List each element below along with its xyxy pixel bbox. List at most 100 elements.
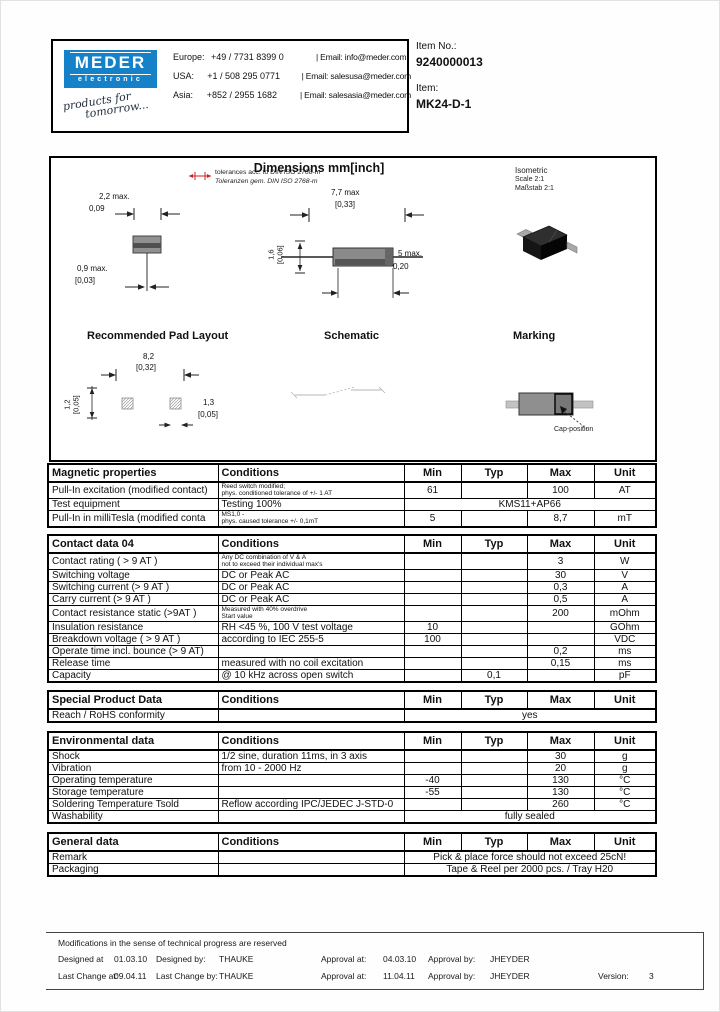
condition-line: Measured with 40% overdrive bbox=[221, 605, 308, 613]
contact-row-usa: USA: +1 / 508 295 0771 | Email: salesusa… bbox=[173, 71, 411, 90]
cell-conditions bbox=[217, 774, 405, 787]
pad-span-mm: 8,2 bbox=[143, 352, 155, 361]
cell-typ bbox=[460, 552, 528, 570]
dimension-drawing-linework bbox=[87, 208, 594, 430]
isometric-caption: Isometric Scale 2:1 Maßstab 2:1 bbox=[515, 166, 554, 194]
col-max: Max bbox=[526, 832, 595, 852]
cell-conditions bbox=[217, 708, 405, 723]
col-unit: Unit bbox=[593, 690, 657, 710]
environmental-data-table: Environmental data Conditions Min Typ Ma… bbox=[47, 731, 657, 824]
last-change-at-label: Last Change at: bbox=[58, 971, 119, 981]
approval-at2-label: Approval at: bbox=[321, 971, 367, 981]
table-row: Remark Pick & place force should not exc… bbox=[47, 850, 657, 864]
contact-data-table: Contact data 04 Conditions Min Typ Max U… bbox=[47, 534, 657, 683]
side-height-dim: 1,6 [0,06] bbox=[266, 238, 284, 272]
approval-at-value: 04.03.10 bbox=[383, 954, 417, 964]
cell-min: -55 bbox=[403, 786, 462, 799]
cell-conditions bbox=[217, 810, 405, 824]
contact-row-asia: Asia: +852 / 2955 1682 | Email: salesasi… bbox=[173, 90, 411, 109]
cell-property: Storage temperature bbox=[47, 786, 219, 799]
cell-max: 20 bbox=[526, 762, 595, 775]
marking-title: Marking bbox=[513, 330, 556, 342]
cell-property: Test equipment bbox=[47, 497, 219, 511]
logo-brand: MEDER bbox=[74, 53, 147, 72]
cell-conditions: Reflow according IPC/JEDEC J-STD-0 bbox=[217, 798, 405, 811]
cell-unit: °C bbox=[593, 774, 657, 787]
cell-typ bbox=[460, 604, 528, 622]
table-row: Insulation resistance RH <45 %, 100 V te… bbox=[47, 620, 657, 634]
cell-span-value: KMS11+AP66 bbox=[403, 497, 657, 511]
cell-property: Insulation resistance bbox=[47, 620, 219, 634]
pad-height-inch: [0,05] bbox=[71, 395, 80, 415]
cell-conditions: according to IEC 255-5 bbox=[217, 632, 405, 646]
approval-by2-label: Approval by: bbox=[428, 971, 476, 981]
cell-conditions: Reed switch modified; phys. conditioned t… bbox=[217, 481, 405, 499]
cell-property: Pull-In excitation (modified contact) bbox=[47, 481, 219, 499]
footer-top-rule bbox=[46, 932, 703, 933]
cell-max: 130 bbox=[526, 774, 595, 787]
cell-unit: g bbox=[593, 749, 657, 763]
cell-typ bbox=[460, 481, 528, 499]
pad-layout bbox=[87, 369, 199, 428]
col-typ: Typ bbox=[460, 832, 528, 852]
schematic-title: Schematic bbox=[324, 330, 380, 342]
front-height-inch: [0,03] bbox=[75, 276, 96, 285]
cell-conditions: RH <45 %, 100 V test voltage bbox=[217, 620, 405, 634]
table-row: Soldering Temperature Tsold Reflow accor… bbox=[47, 798, 657, 811]
col-min: Min bbox=[403, 463, 462, 483]
item-label: Item: bbox=[416, 83, 439, 94]
table-row: Packaging Tape & Reel per 2000 pcs. / Tr… bbox=[47, 863, 657, 877]
approval-by-value: JHEYDER bbox=[490, 954, 530, 964]
side-height-inch: [0,06] bbox=[275, 245, 284, 265]
col-conditions: Conditions bbox=[217, 534, 405, 554]
table-row: Switching current (> 9 AT ) DC or Peak A… bbox=[47, 580, 657, 594]
cell-span-value: Pick & place force should not exceed 25c… bbox=[403, 850, 657, 864]
cell-min: 5 bbox=[403, 509, 462, 528]
cell-unit: pF bbox=[593, 668, 657, 683]
col-min: Min bbox=[403, 690, 462, 710]
footer-bottom-rule bbox=[46, 989, 703, 990]
cell-typ bbox=[460, 786, 528, 799]
cell-property: Pull-In in milliTesla (modified conta bbox=[47, 509, 219, 528]
pad-width-inch: [0,05] bbox=[198, 410, 219, 419]
cell-span-value: fully sealed bbox=[403, 810, 657, 824]
cell-min bbox=[403, 644, 462, 658]
table-header-row: General data Conditions Min Typ Max Unit bbox=[47, 832, 657, 852]
table-header-row: Environmental data Conditions Min Typ Ma… bbox=[47, 731, 657, 751]
cell-max: 130 bbox=[526, 786, 595, 799]
cell-conditions: Measured with 40% overdrive Start value bbox=[217, 604, 405, 622]
col-typ: Typ bbox=[460, 463, 528, 483]
cell-conditions: DC or Peak AC bbox=[217, 568, 405, 582]
cell-conditions: DC or Peak AC bbox=[217, 592, 405, 606]
col-typ: Typ bbox=[460, 534, 528, 554]
cell-typ bbox=[460, 620, 528, 634]
cell-conditions bbox=[217, 850, 405, 864]
table-title: General data bbox=[47, 832, 219, 852]
front-width-inch: 0,09 bbox=[89, 204, 105, 213]
approval-by2-value: JHEYDER bbox=[490, 971, 530, 981]
cell-unit: °C bbox=[593, 798, 657, 811]
cell-conditions bbox=[217, 644, 405, 658]
cell-min bbox=[403, 604, 462, 622]
tolerance-note-de: Toleranzen gem. DIN ISO 2768-m bbox=[215, 178, 318, 185]
cell-conditions bbox=[217, 786, 405, 799]
side-length-mm: 7,7 max bbox=[331, 188, 360, 197]
last-change-by-value: THAUKE bbox=[219, 971, 254, 981]
cell-span-value: yes bbox=[403, 708, 657, 723]
tolerance-note-en: tolerances acc. to DIN ISO 2768-m bbox=[215, 169, 321, 176]
cell-max: 0,5 bbox=[526, 592, 595, 606]
table-title: Special Product Data bbox=[47, 690, 219, 710]
cell-max: 3 bbox=[526, 552, 595, 570]
col-max: Max bbox=[526, 463, 595, 483]
table-row: Capacity @ 10 kHz across open switch 0,1… bbox=[47, 668, 657, 683]
cell-unit: °C bbox=[593, 786, 657, 799]
region-label: USA: bbox=[173, 71, 195, 81]
isometric-label: Isometric bbox=[515, 166, 548, 175]
email-address: | Email: info@meder.com bbox=[316, 52, 407, 62]
cell-property: Washability bbox=[47, 810, 219, 824]
phone-number: +852 / 2955 1682 bbox=[206, 90, 278, 100]
table-title: Environmental data bbox=[47, 731, 219, 751]
col-typ: Typ bbox=[460, 731, 528, 751]
